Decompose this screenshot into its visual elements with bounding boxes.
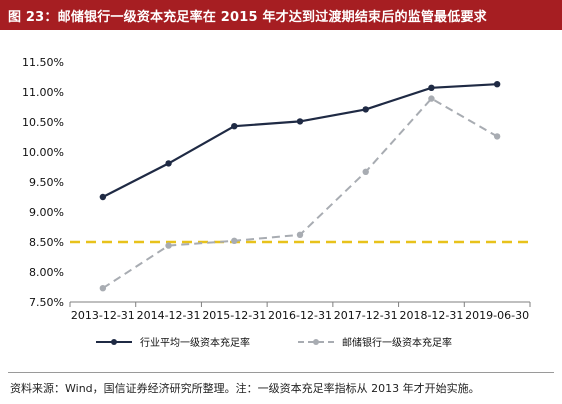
y-tick-label: 11.00% [22, 86, 64, 99]
psbc-point [165, 242, 172, 249]
y-tick-label: 10.00% [22, 146, 64, 159]
psbc-point [296, 231, 304, 238]
psbc-point [493, 133, 501, 140]
chart-axes: 7.50% 8.00% 8.50% 9.00% 9.50% 10.00% 10.50% 11.… [22, 56, 531, 322]
industry-average-point [231, 123, 238, 130]
industry-average-point [165, 160, 172, 167]
psbc-point [231, 237, 238, 244]
x-tick-label: 2013-12-31 [71, 309, 135, 322]
series-lines [99, 81, 501, 292]
chart-legend: 行业平均一级资本充足率 邮储银行一级资本充足率 [96, 336, 452, 349]
source-separator [8, 372, 554, 373]
y-tick-label: 7.50% [29, 296, 64, 309]
x-tick-label: 2018-12-31 [399, 309, 463, 322]
legend-label-psbc: 邮储银行一级资本充足率 [342, 336, 452, 349]
y-tick-label: 8.50% [29, 236, 64, 249]
legend-marker-psbc [313, 339, 319, 345]
industry-average-line [102, 83, 498, 198]
figure-title: 图 23：邮储银行一级资本充足率在 2015 年才达到过渡期结束后的监管最低要求 [8, 10, 487, 25]
industry-average-point [362, 106, 369, 113]
y-tick-label: 8.00% [29, 266, 64, 279]
psbc-point [428, 95, 435, 102]
y-tick-label: 9.50% [29, 176, 64, 189]
legend-label-industry: 行业平均一级资本充足率 [140, 336, 250, 349]
industry-average-point [296, 118, 304, 125]
x-tick-label: 2017-12-31 [334, 309, 398, 322]
tier1-capital-ratio-line-chart: 7.50% 8.00% 8.50% 9.00% 9.50% 10.00% 10.50% 11.… [22, 56, 531, 349]
x-tick-label: 2014-12-31 [137, 309, 201, 322]
source-note: 资料来源：Wind，国信证券经济研究所整理。注：一级资本充足率指标从 2013 … [10, 382, 480, 395]
figure-title-bar: 图 23：邮储银行一级资本充足率在 2015 年才达到过渡期结束后的监管最低要求 [0, 0, 562, 30]
y-tick-label: 9.00% [29, 206, 64, 219]
y-tick-label: 10.50% [22, 116, 64, 129]
psbc-line [102, 97, 498, 290]
industry-average-point [428, 84, 435, 91]
x-tick-label: 2019-06-30 [465, 309, 529, 322]
psbc-point [99, 285, 107, 292]
x-tick-label: 2015-12-31 [202, 309, 266, 322]
x-tick-label: 2016-12-31 [268, 309, 332, 322]
y-tick-label: 11.50% [22, 56, 64, 69]
industry-average-point [99, 193, 107, 201]
industry-average-point [493, 81, 501, 88]
legend-marker-industry [111, 339, 117, 345]
psbc-point [362, 168, 369, 175]
